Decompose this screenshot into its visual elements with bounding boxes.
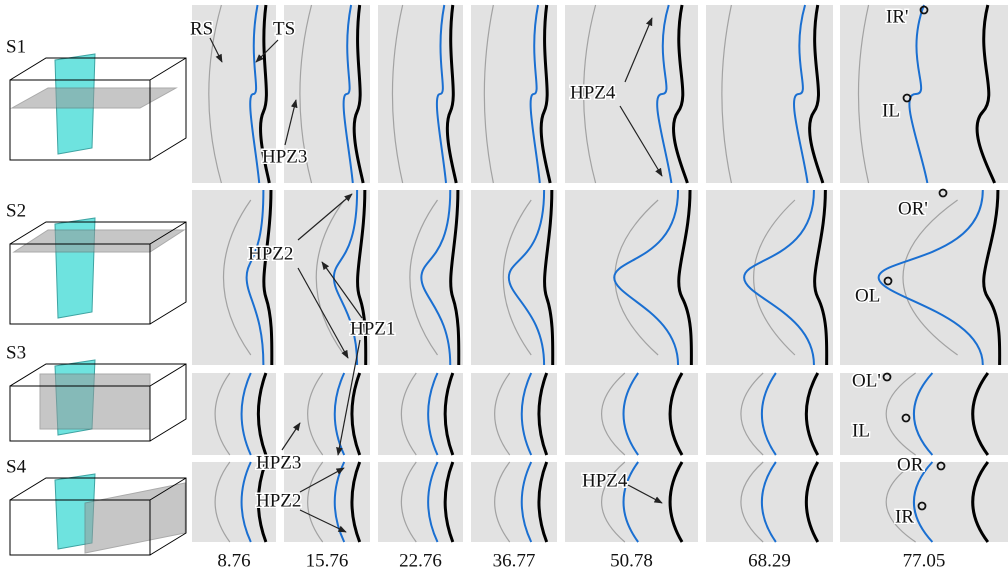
annotation: HPZ2 [248,243,293,264]
annotation: HPZ1 [350,318,395,339]
annotation: OR [897,454,924,475]
annotation: HPZ4 [570,82,616,103]
box-icon [10,54,186,160]
column-label: 22.76 [399,550,442,571]
box-icon [10,218,186,324]
section-plane [14,230,184,252]
section-plane [12,88,176,108]
column-label: 77.05 [903,550,946,571]
column-label: 50.78 [610,550,653,571]
annotation: HPZ3 [256,452,301,473]
column-label: 36.77 [493,550,536,571]
annotation: RS [190,18,213,39]
annotation: OL' [852,370,881,391]
column-label: 8.76 [217,550,250,571]
annotation: IL [882,100,900,121]
section-plane [40,374,150,429]
annotation: HPZ3 [262,146,307,167]
annotation: OR' [898,198,928,219]
row-label: S3 [6,342,26,363]
box-icon [10,474,186,555]
row-label: S1 [6,36,26,57]
box-edges [10,58,186,160]
row-label: S2 [6,200,26,221]
annotation: TS [273,18,295,39]
annotation: HPZ2 [256,490,301,511]
box-icon [10,360,186,441]
figure: S1 S2 S3 S4 8.76 15.76 22.76 36.77 50.78 68.29 77.… [0,0,1008,578]
annotation: IR [895,506,914,527]
annotation: IR' [886,6,908,27]
column-label: 68.29 [748,550,791,571]
column-label: 15.76 [306,550,349,571]
row-label: S4 [6,456,27,477]
annotation: HPZ4 [582,470,628,491]
annotation: IL [852,420,870,441]
annotation: OL [855,285,880,306]
